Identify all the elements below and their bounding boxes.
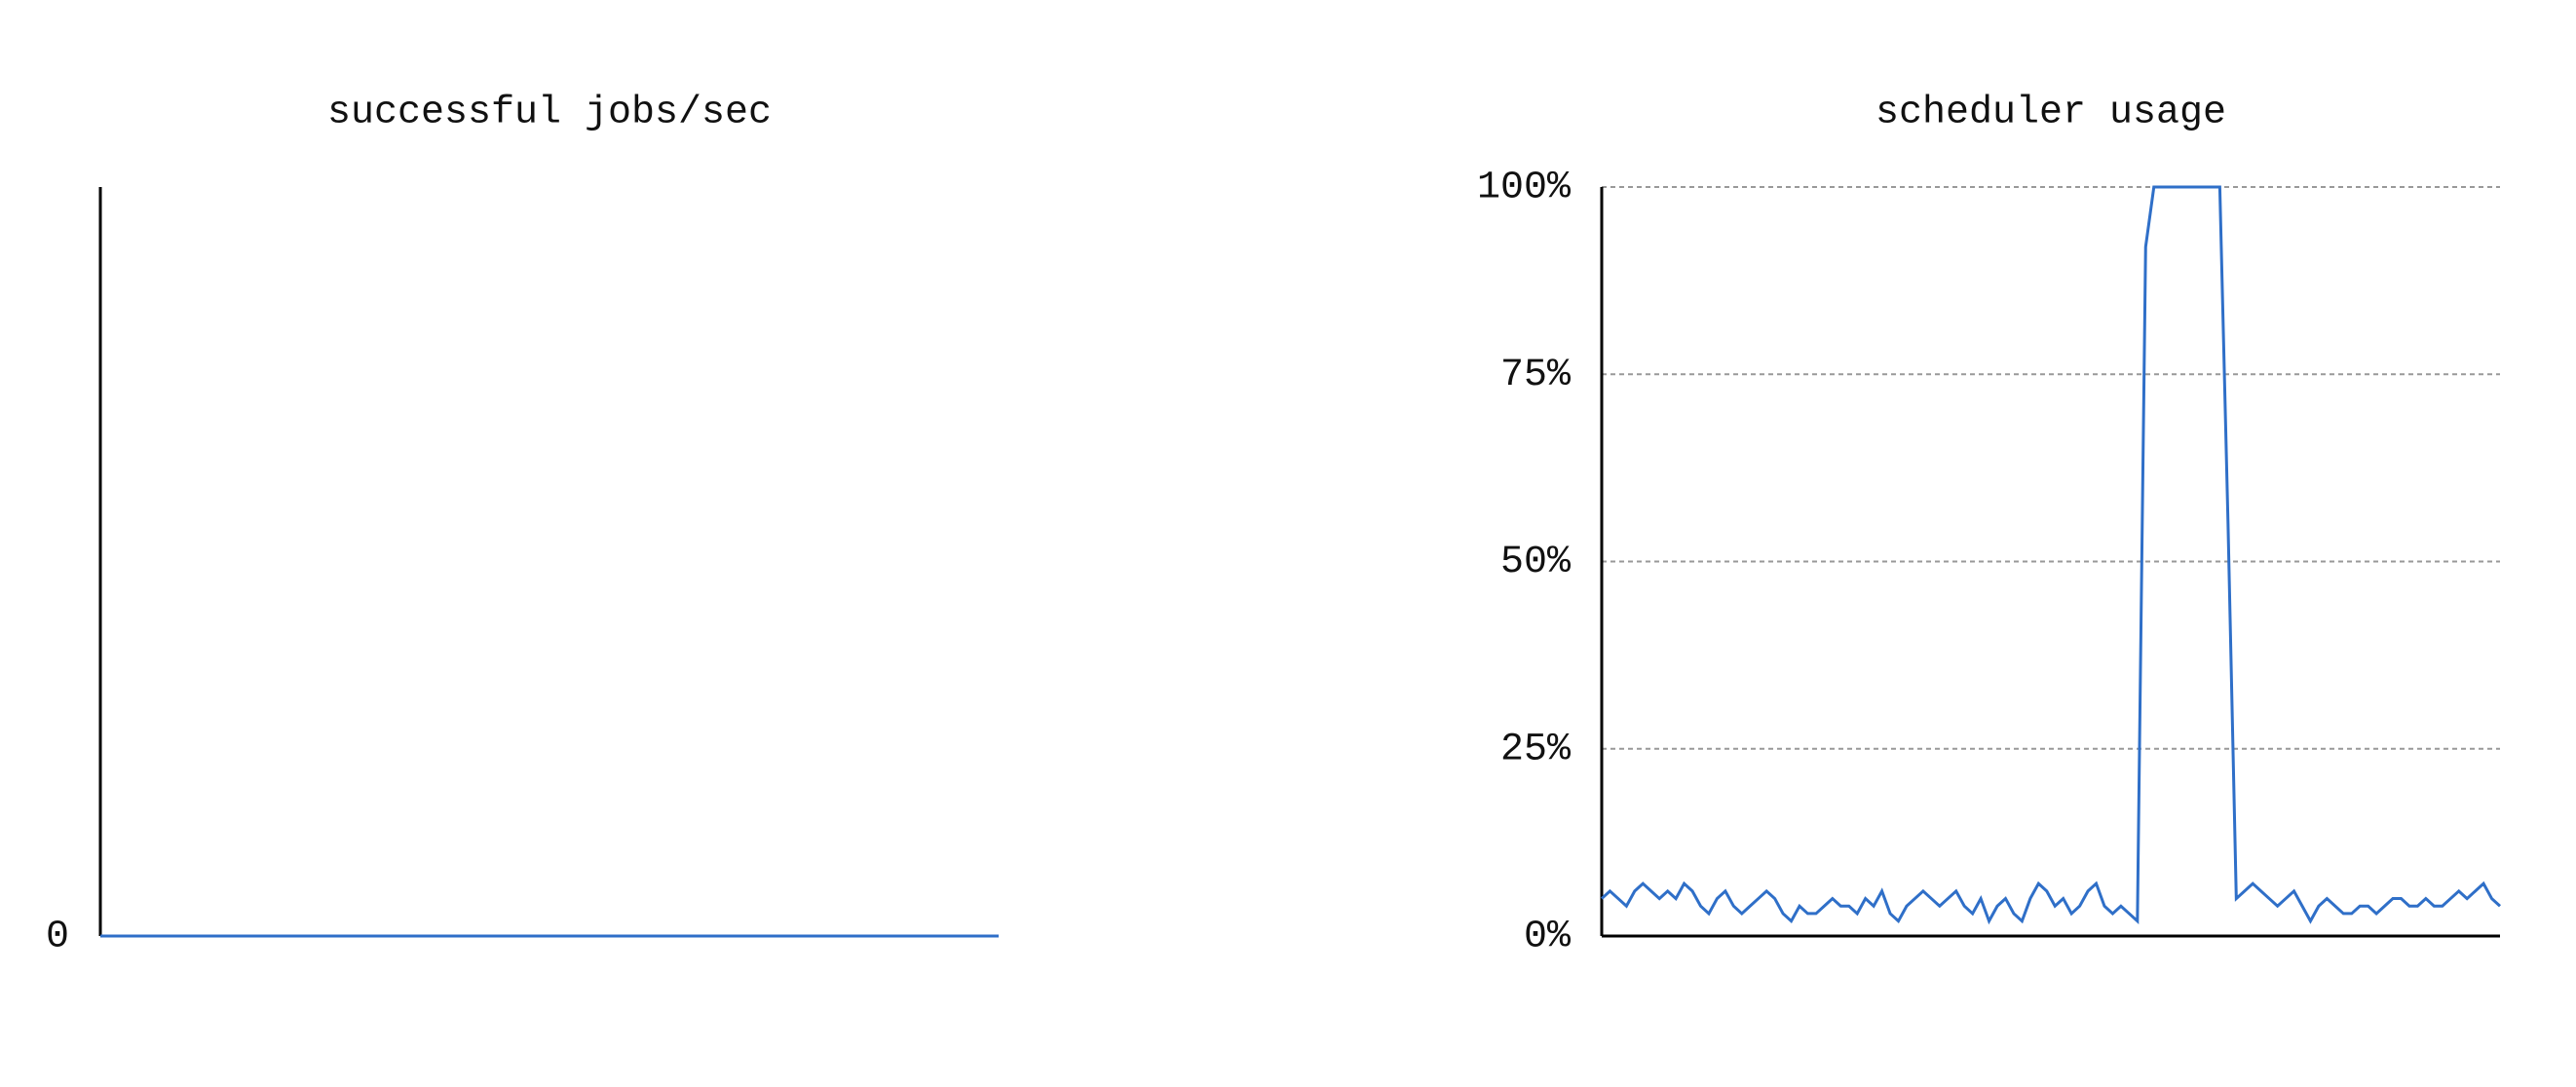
chart-title: scheduler usage bbox=[1875, 92, 2226, 135]
y-tick-label: 25% bbox=[1500, 728, 1572, 771]
y-tick-label: 100% bbox=[1477, 167, 1572, 210]
y-tick-label: 0% bbox=[1524, 916, 1572, 959]
y-tick-label: 50% bbox=[1500, 541, 1572, 584]
series-line bbox=[1600, 185, 2502, 925]
chart-title: successful jobs/sec bbox=[327, 92, 772, 135]
y-tick-label: 75% bbox=[1500, 354, 1572, 397]
y-tick-label: 0 bbox=[46, 916, 69, 959]
